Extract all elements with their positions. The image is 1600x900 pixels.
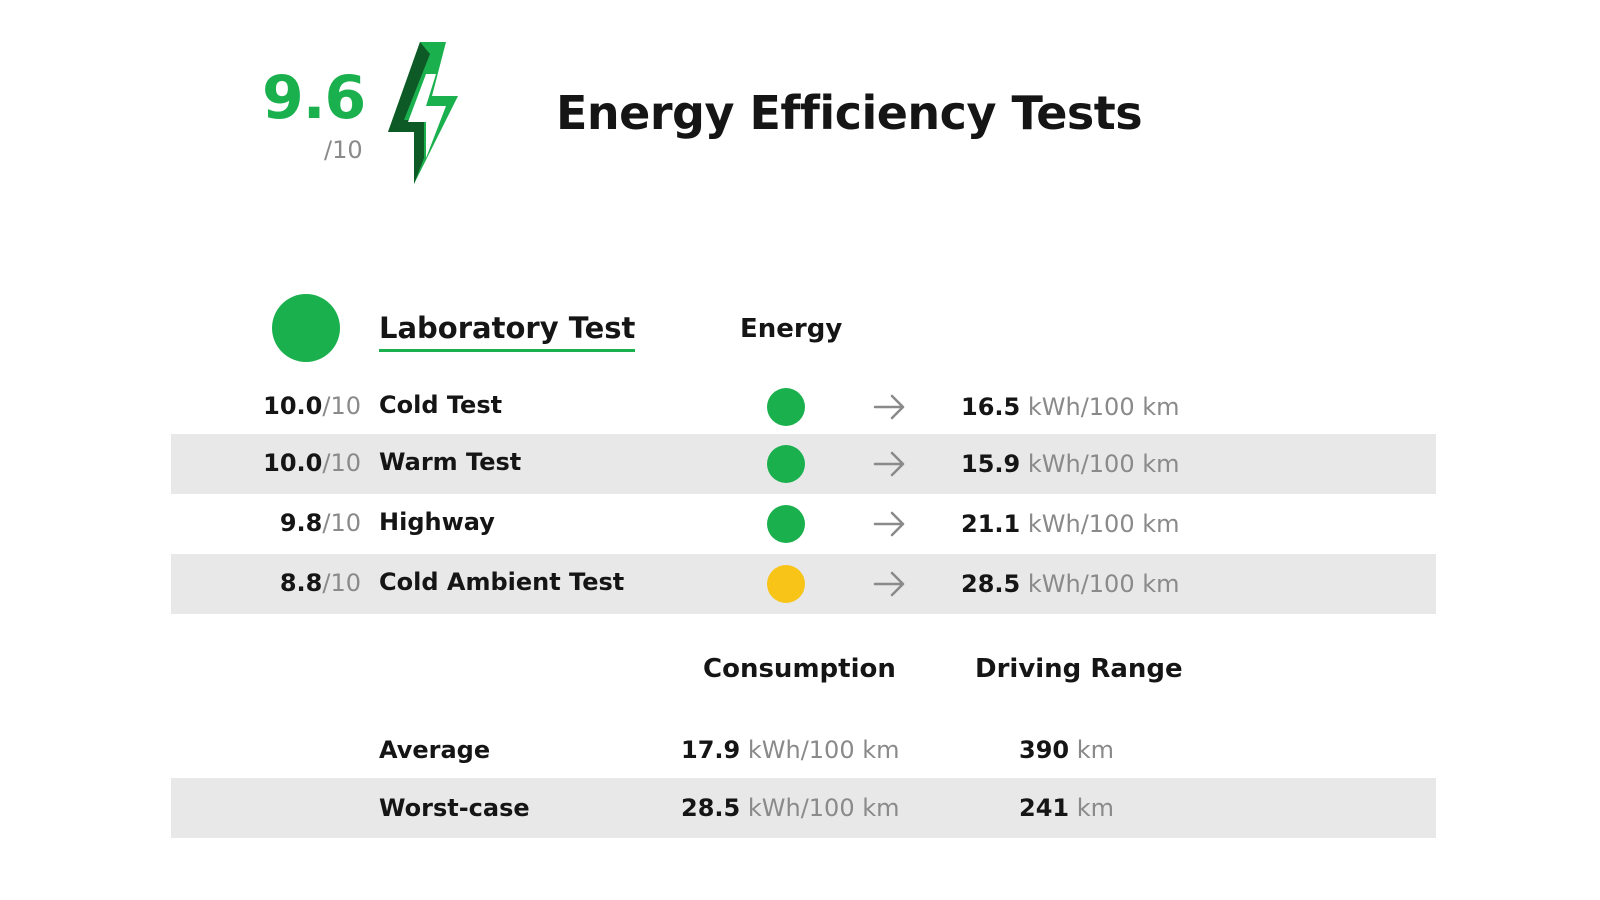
yellow-status-dot (767, 565, 805, 603)
page-title: Energy Efficiency Tests (556, 86, 1143, 140)
test-label: Highway (379, 508, 495, 536)
energy-value: 16.5 kWh/100 km (961, 393, 1180, 421)
consumption-header: Consumption (703, 654, 896, 684)
overall-score: 9.6 (262, 63, 366, 133)
arrow-right-icon (873, 511, 905, 537)
test-score: 10.0/10 (263, 449, 361, 477)
test-row-cold-ambient: 8.8/10 Cold Ambient Test 28.5 kWh/100 km (171, 554, 1436, 614)
arrow-right-icon (873, 394, 905, 420)
summary-label: Worst-case (379, 794, 530, 822)
test-label: Warm Test (379, 448, 522, 476)
summary-row-worst-case: Worst-case 28.5 kWh/100 km 241 km (171, 778, 1436, 838)
test-score: 10.0/10 (263, 392, 361, 420)
green-status-dot (767, 445, 805, 483)
test-score: 9.8/10 (279, 509, 361, 537)
lab-test-title: Laboratory Test (379, 314, 636, 352)
energy-column-header: Energy (740, 314, 843, 344)
test-row-cold: 10.0/10 Cold Test 16.5 kWh/100 km (171, 377, 1436, 437)
range-value: 241 km (1019, 794, 1115, 822)
range-value: 390 km (1019, 736, 1115, 764)
test-score: 8.8/10 (279, 569, 361, 597)
green-status-dot (767, 505, 805, 543)
lab-status-dot (272, 294, 340, 362)
lightning-bolt-icon (388, 42, 458, 184)
green-status-dot (767, 388, 805, 426)
arrow-right-icon (873, 451, 905, 477)
test-label: Cold Ambient Test (379, 568, 625, 596)
arrow-right-icon (873, 571, 905, 597)
energy-value: 15.9 kWh/100 km (961, 450, 1180, 478)
summary-row-average: Average 17.9 kWh/100 km 390 km (171, 720, 1436, 780)
consumption-value: 28.5 kWh/100 km (681, 794, 900, 822)
consumption-value: 17.9 kWh/100 km (681, 736, 900, 764)
energy-value: 21.1 kWh/100 km (961, 510, 1180, 538)
summary-label: Average (379, 736, 491, 764)
driving-range-header: Driving Range (975, 654, 1183, 684)
overall-score-denominator: /10 (324, 136, 363, 164)
test-row-warm: 10.0/10 Warm Test 15.9 kWh/100 km (171, 434, 1436, 494)
energy-value: 28.5 kWh/100 km (961, 570, 1180, 598)
test-row-highway: 9.8/10 Highway 21.1 kWh/100 km (171, 494, 1436, 554)
test-label: Cold Test (379, 391, 503, 419)
